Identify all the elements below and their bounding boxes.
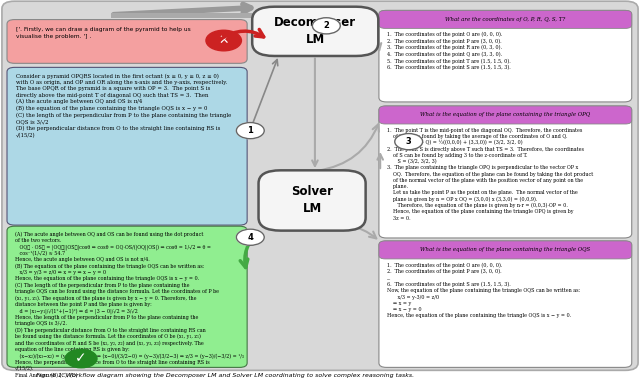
Text: What is the equation of the plane containing the triangle OQS: What is the equation of the plane contai… xyxy=(420,248,590,253)
Text: ✓: ✓ xyxy=(76,352,87,366)
Text: ✕: ✕ xyxy=(218,34,229,47)
Text: Consider a pyramid OPQRS located in the first octant (x ≥ 0, y ≥ 0, z ≥ 0)
with : Consider a pyramid OPQRS located in the … xyxy=(16,73,231,138)
FancyBboxPatch shape xyxy=(379,241,632,259)
Text: Solver
LM: Solver LM xyxy=(291,186,333,216)
Text: Figure 1: Workflow diagram showing the Decomposer LM and Solver LM coordinating : Figure 1: Workflow diagram showing the D… xyxy=(36,373,414,378)
Circle shape xyxy=(206,30,241,51)
FancyBboxPatch shape xyxy=(7,20,247,63)
Text: ['. Firstly, we can draw a diagram of the pyramid to help us
visualise the probl: ['. Firstly, we can draw a diagram of th… xyxy=(16,27,191,38)
Circle shape xyxy=(395,134,422,150)
Text: 1.  The point T is the mid-point of the diagonal OQ.  Therefore, the coordinates: 1. The point T is the mid-point of the d… xyxy=(387,128,593,221)
FancyBboxPatch shape xyxy=(111,13,261,18)
FancyBboxPatch shape xyxy=(379,241,632,367)
Text: 4: 4 xyxy=(248,233,253,242)
FancyBboxPatch shape xyxy=(379,10,632,102)
Text: 1.  The coordinates of the point O are (0, 0, 0).
2.  The coordinates of the poi: 1. The coordinates of the point O are (0… xyxy=(387,32,510,70)
Text: Decomposer
LM: Decomposer LM xyxy=(274,16,356,46)
Text: What are the coordinates of O, P, R, Q, S, T?: What are the coordinates of O, P, R, Q, … xyxy=(445,17,566,22)
FancyBboxPatch shape xyxy=(7,226,247,367)
FancyBboxPatch shape xyxy=(2,1,638,370)
Text: 1.  The coordinates of the point O are (0, 0, 0).
2.  The coordinates of the poi: 1. The coordinates of the point O are (0… xyxy=(387,263,580,318)
Text: 1: 1 xyxy=(248,126,253,135)
Text: 2: 2 xyxy=(323,21,329,30)
FancyBboxPatch shape xyxy=(379,106,632,238)
Text: (A) The acute angle between OQ and OS can be found using the dot product
of the : (A) The acute angle between OQ and OS ca… xyxy=(15,231,243,378)
FancyBboxPatch shape xyxy=(252,7,378,56)
Text: What is the equation of the plane containing the triangle OPQ: What is the equation of the plane contai… xyxy=(420,112,590,117)
Text: 3: 3 xyxy=(406,137,412,146)
Circle shape xyxy=(236,229,264,245)
FancyBboxPatch shape xyxy=(259,170,365,231)
Circle shape xyxy=(312,18,340,34)
FancyBboxPatch shape xyxy=(379,106,632,124)
Circle shape xyxy=(65,349,97,368)
Circle shape xyxy=(236,122,264,139)
FancyBboxPatch shape xyxy=(379,10,632,28)
FancyBboxPatch shape xyxy=(7,67,247,225)
